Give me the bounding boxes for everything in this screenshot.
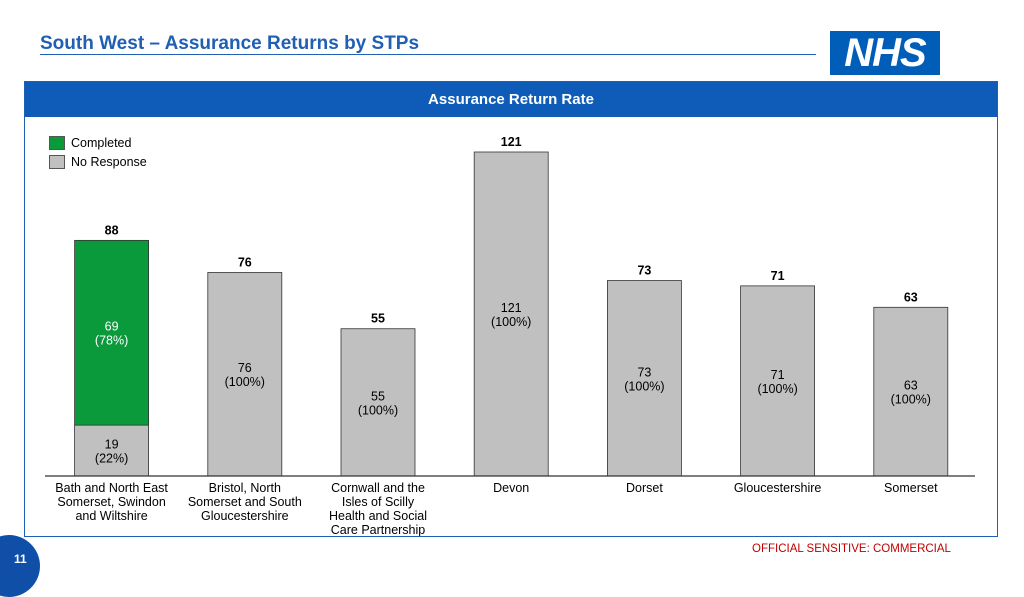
bar-no-response-3 [473,151,549,477]
panel-header: Assurance Return Rate [25,82,997,117]
chart-panel: Assurance Return Rate Completed No Respo… [24,81,998,537]
bar-no-response-2 [340,328,416,477]
legend-label-completed: Completed [71,135,132,150]
category-label-5: Gloucestershire [734,481,822,495]
legend-item-completed: Completed [49,133,147,152]
data-label-completed-0: 69 (78%) [95,320,128,348]
total-label-5: 71 [771,269,785,283]
data-label-no-response-3: 121 (100%) [491,301,531,329]
page-number-badge [0,535,40,597]
legend-swatch-completed [49,135,65,150]
category-label-2: Cornwall and the Isles of Scilly Health an… [329,481,427,536]
bar-no-response-5 [740,285,815,477]
data-label-no-response-6: 63 (100%) [891,379,931,407]
category-label-6: Somerset [884,481,938,495]
nhs-logo: NHS [830,31,940,75]
bar-chart: 19 (22%) 69 (78%) 88 Bath and North East Somer… [45,135,975,536]
page-title: South West – Assurance Returns by STPs [40,33,420,54]
title-underline [40,54,816,55]
total-label-6: 63 [904,290,918,304]
bar-no-response-1 [207,272,283,477]
data-label-no-response-5: 71 (100%) [757,368,797,396]
category-label-3: Devon [493,481,529,495]
data-label-no-response-4: 73 (100%) [624,365,664,393]
data-label-no-response-0: 19 (22%) [95,438,128,466]
legend-swatch-no-response [49,154,65,169]
page-number: 11 [14,552,27,566]
category-label-0: Bath and North East Somerset, Swindon and … [55,481,168,523]
bar-completed-0 [74,239,149,426]
classification-label: OFFICIAL SENSITIVE: COMMERCIAL [752,543,951,555]
bar-no-response-6 [873,306,949,477]
category-label-1: Bristol, North Somerset and South Gloucest… [188,481,302,523]
chart-legend: Completed No Response [49,133,147,171]
total-label-0: 88 [105,223,119,237]
data-label-no-response-1: 76 (100%) [225,361,265,389]
category-label-4: Dorset [626,481,663,495]
legend-item-no-response: No Response [49,152,147,171]
total-label-1: 76 [238,255,252,269]
data-label-no-response-2: 55 (100%) [358,389,398,417]
bar-no-response-4 [607,280,682,477]
total-label-2: 55 [371,312,385,326]
total-label-4: 73 [637,264,651,278]
total-label-3: 121 [501,135,522,149]
bar-no-response-0 [74,424,149,477]
legend-label-no-response: No Response [71,154,147,169]
